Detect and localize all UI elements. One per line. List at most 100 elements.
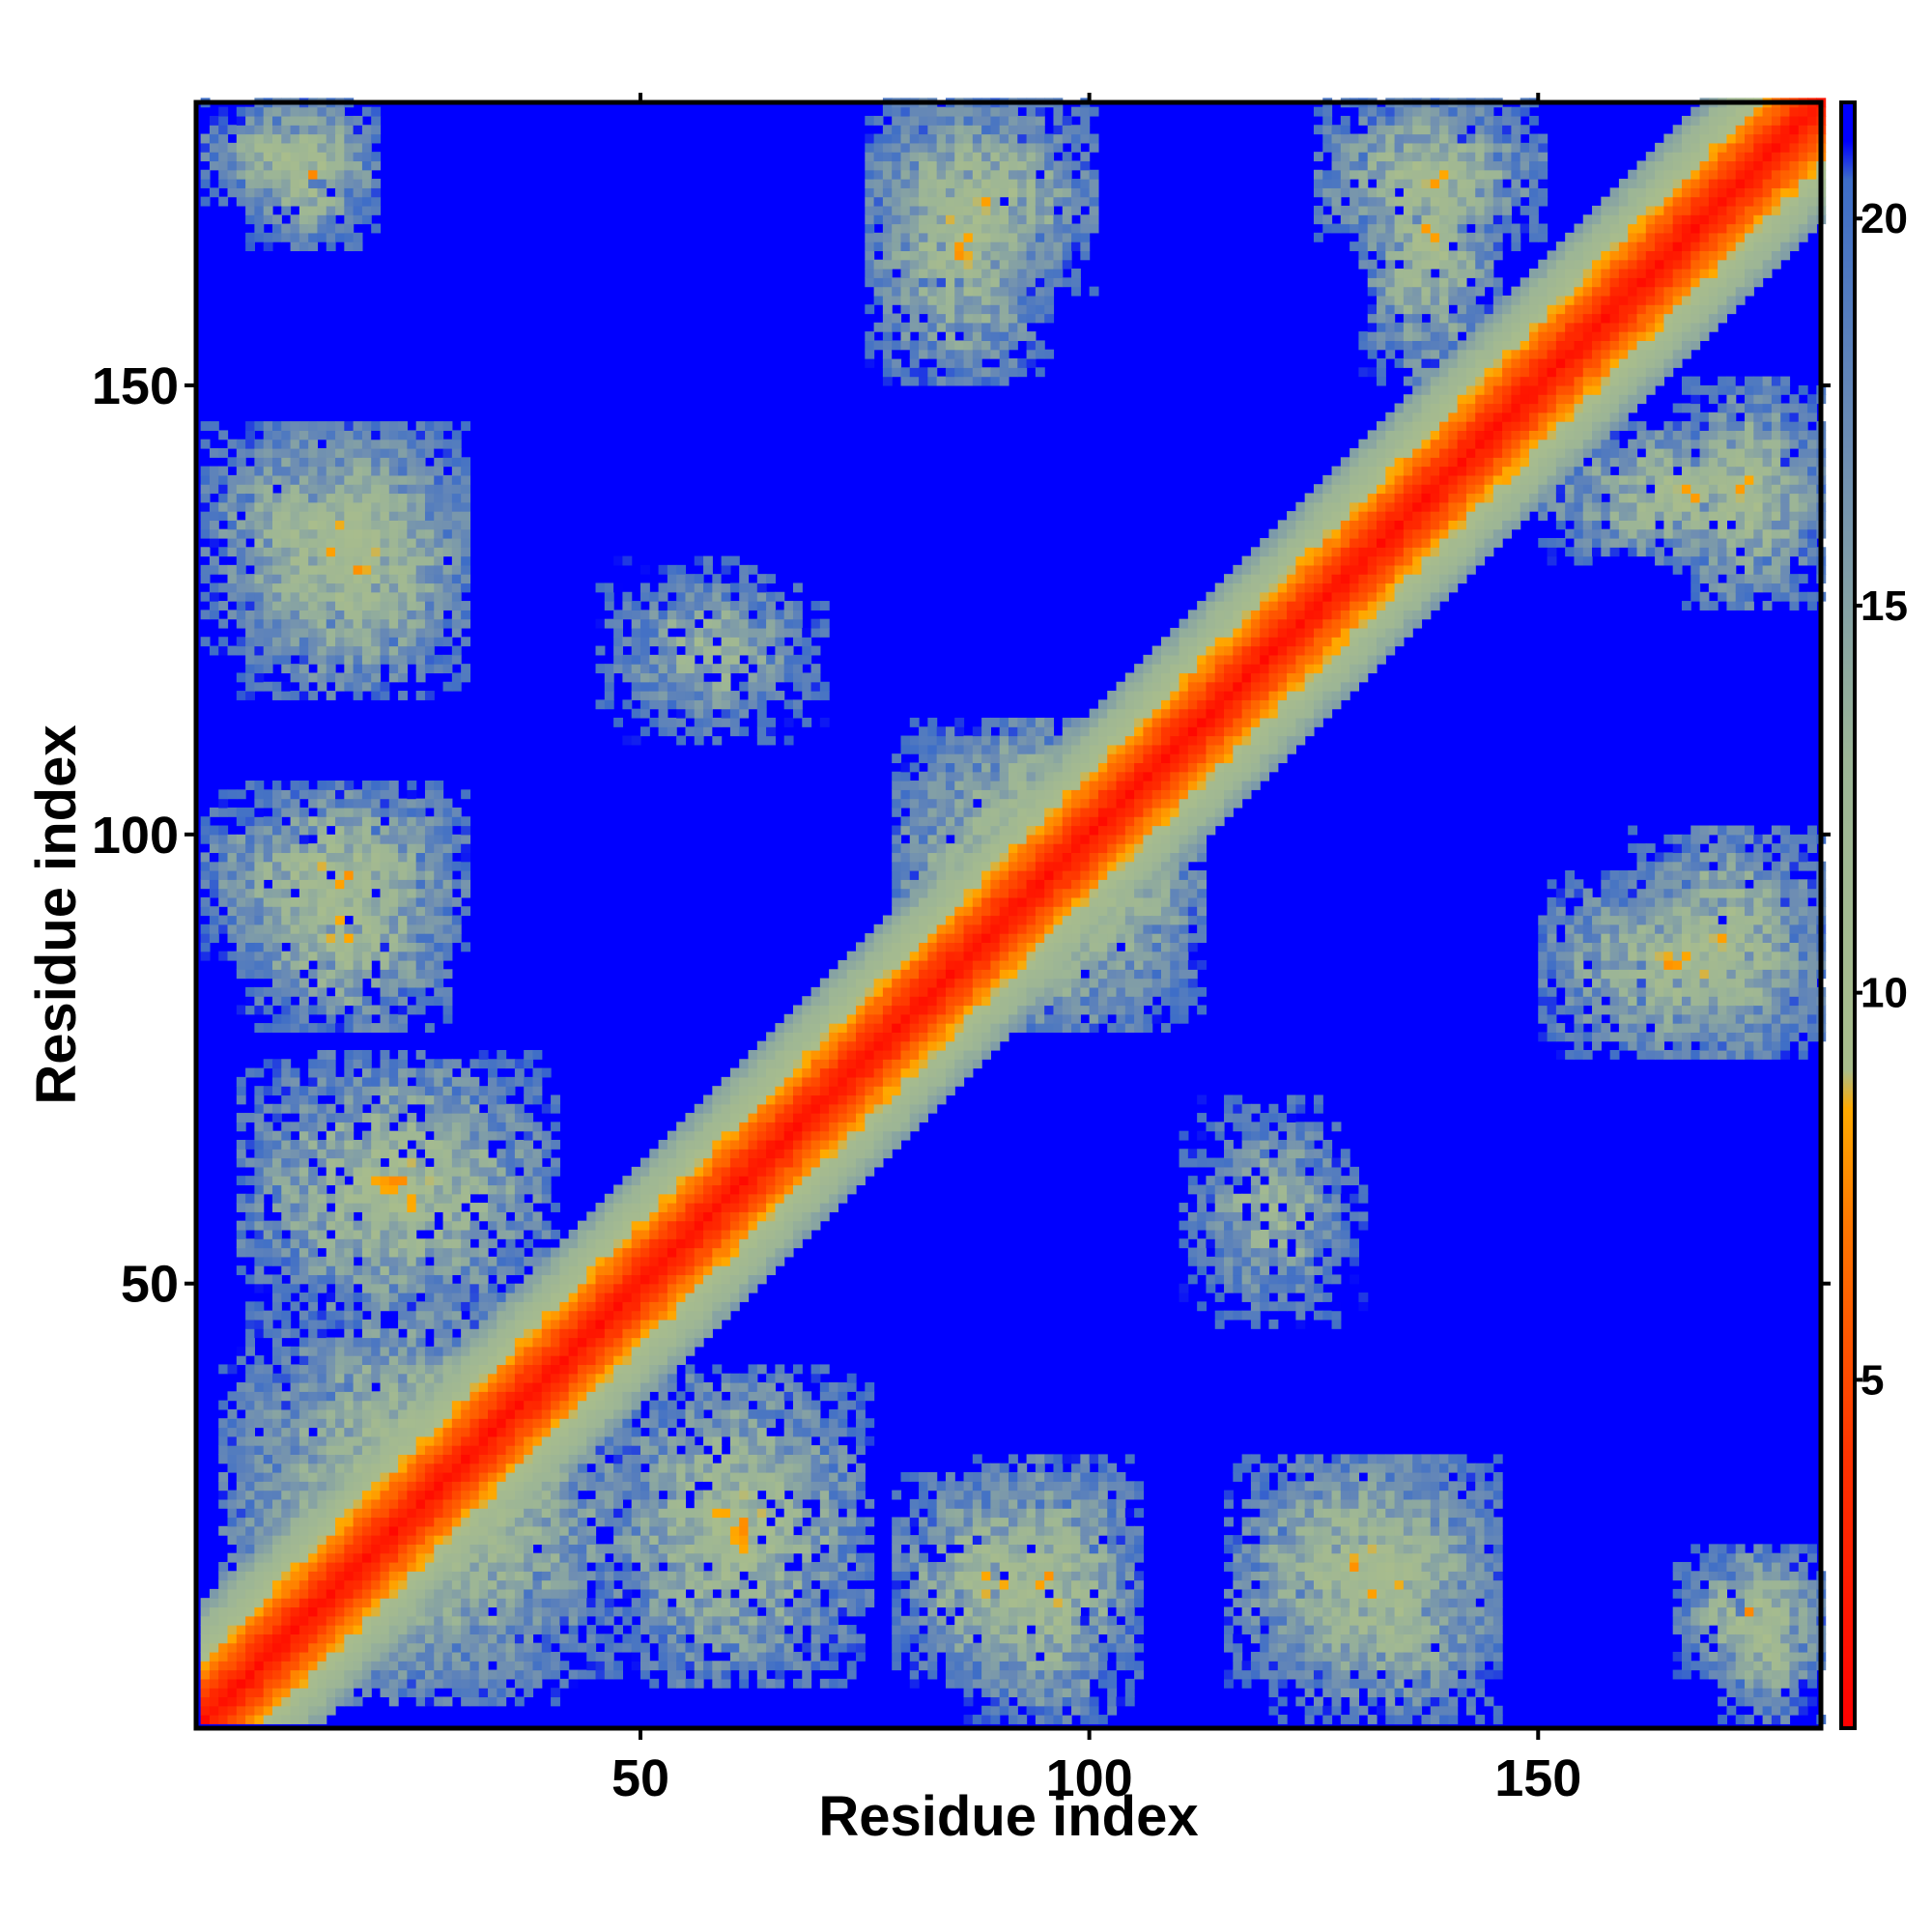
heatmap-cell: [469, 1642, 480, 1653]
heatmap-cell: [461, 555, 471, 566]
heatmap-cell: [263, 1059, 273, 1069]
heatmap-cell: [254, 645, 265, 656]
heatmap-cell: [631, 1274, 641, 1285]
heatmap-cell: [335, 627, 345, 638]
heatmap-cell: [667, 1544, 677, 1554]
heatmap-cell: [326, 618, 336, 629]
heatmap-cell: [505, 1229, 516, 1239]
heatmap-cell: [398, 1688, 408, 1698]
heatmap-cell: [209, 466, 219, 476]
heatmap-cell: [298, 618, 309, 629]
heatmap-cell: [551, 1571, 560, 1581]
heatmap-cell: [478, 1256, 489, 1266]
heatmap-cell: [407, 1328, 417, 1339]
heatmap-cell: [245, 1463, 255, 1473]
heatmap-cell: [308, 169, 319, 180]
heatmap-cell: [478, 1463, 489, 1473]
heatmap-cell: [568, 1535, 579, 1545]
heatmap-cell: [586, 1400, 597, 1410]
heatmap-cell: [353, 843, 363, 854]
heatmap-cell: [281, 574, 292, 584]
heatmap-cell: [469, 1373, 480, 1383]
heatmap-cell: [308, 1490, 319, 1500]
heatmap-cell: [667, 1229, 677, 1239]
heatmap-cell: [344, 1588, 355, 1599]
heatmap-cell: [388, 1113, 399, 1122]
heatmap-cell: [461, 1283, 471, 1293]
heatmap-cell: [613, 1435, 624, 1446]
heatmap-cell: [541, 1265, 552, 1276]
heatmap-cell: [298, 1157, 309, 1168]
heatmap-cell: [398, 637, 408, 647]
heatmap-cell: [451, 1319, 462, 1329]
heatmap-cell: [335, 618, 345, 629]
heatmap-cell: [469, 1552, 480, 1563]
heatmap-cell: [442, 825, 453, 836]
heatmap-cell: [488, 1472, 497, 1482]
heatmap-cell: [236, 637, 246, 647]
heatmap-cell: [461, 1472, 471, 1482]
heatmap-cell: [532, 1176, 543, 1186]
heatmap-cell: [371, 1346, 382, 1356]
heatmap-cell: [353, 1364, 363, 1375]
heatmap-cell: [622, 1364, 633, 1375]
heatmap-cell: [639, 654, 650, 665]
heatmap-cell: [388, 1130, 399, 1141]
heatmap-cell: [451, 807, 462, 817]
heatmap-cell: [361, 1382, 372, 1392]
heatmap-cell: [407, 906, 417, 917]
heatmap-cell: [568, 1391, 579, 1402]
heatmap-cell: [236, 861, 246, 871]
heatmap-cell: [639, 1211, 650, 1222]
heatmap-cell: [371, 466, 382, 476]
heatmap-cell: [649, 1517, 660, 1527]
heatmap-cell: [353, 1176, 363, 1186]
heatmap-cell: [434, 1076, 444, 1087]
heatmap-cell: [298, 196, 309, 207]
heatmap-cell: [649, 1203, 660, 1212]
heatmap-cell: [434, 501, 444, 512]
heatmap-cell: [434, 1319, 444, 1329]
heatmap-cell: [505, 1076, 516, 1087]
heatmap-cell: [281, 1013, 292, 1024]
heatmap-cell: [434, 1598, 444, 1608]
heatmap-cell: [434, 1481, 444, 1492]
heatmap-cell: [353, 582, 363, 593]
heatmap-cell: [667, 1561, 677, 1572]
heatmap-cell: [298, 1715, 309, 1724]
heatmap-cell: [586, 1598, 597, 1608]
heatmap-cell: [568, 1544, 579, 1554]
heatmap-cell: [559, 1588, 570, 1599]
heatmap-cell: [595, 1552, 606, 1563]
heatmap-cell: [407, 555, 417, 566]
heatmap-cell: [209, 537, 219, 548]
heatmap-cell: [344, 1166, 355, 1177]
heatmap-cell: [254, 1678, 265, 1689]
heatmap-cell: [245, 466, 255, 476]
heatmap-cell: [245, 501, 255, 512]
heatmap-cell: [236, 816, 246, 827]
heatmap-cell: [317, 627, 327, 638]
heatmap-cell: [263, 457, 273, 468]
heatmap-cell: [505, 1184, 516, 1195]
heatmap-cell: [245, 1634, 255, 1644]
heatmap-cell: [371, 555, 382, 566]
heatmap-cell: [254, 1408, 265, 1419]
heatmap-cell: [380, 798, 390, 809]
heatmap-cell: [658, 1579, 668, 1590]
heatmap-cell: [524, 1086, 534, 1096]
heatmap-cell: [559, 1544, 570, 1554]
heatmap-cell: [361, 1579, 372, 1590]
heatmap-cell: [568, 1283, 579, 1293]
heatmap-cell: [290, 1661, 300, 1671]
heatmap-cell: [524, 1274, 534, 1285]
heatmap-cell: [281, 1364, 292, 1375]
heatmap-cell: [622, 1355, 633, 1366]
heatmap-cell: [551, 1122, 560, 1132]
heatmap-cell: [263, 1391, 273, 1402]
heatmap-cell: [667, 1606, 677, 1617]
heatmap-cell: [344, 816, 355, 827]
heatmap-cell: [442, 1642, 453, 1653]
heatmap-cell: [298, 1149, 309, 1159]
heatmap-cell: [371, 1642, 382, 1653]
